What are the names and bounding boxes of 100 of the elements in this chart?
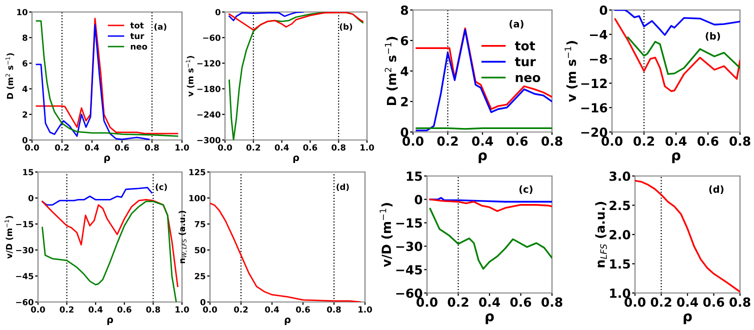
line-series xyxy=(228,12,364,31)
legend-label: neo xyxy=(516,74,540,82)
x-tick-label: 0.0 xyxy=(416,297,438,307)
y-tick-label: −240 xyxy=(197,111,220,118)
x-tick-label: 0.8 xyxy=(730,136,750,146)
x-tick-label: 0.2 xyxy=(634,136,654,146)
y-tick-label: 0 xyxy=(200,298,206,306)
x-tick-label: 0.6 xyxy=(303,144,318,151)
y-tick-label: 1.0 xyxy=(610,288,630,298)
annotation: (b) xyxy=(340,23,352,31)
y-tick-label: −120 xyxy=(197,60,220,66)
annotation: (d) xyxy=(709,185,724,194)
y-tick-label: 75 xyxy=(194,221,206,228)
y-tick-label: −45 xyxy=(16,273,34,280)
line-series xyxy=(228,12,304,22)
x-tick-label: 0.2 xyxy=(234,306,248,313)
x-tick-label: 0.2 xyxy=(448,297,468,307)
line-series xyxy=(416,28,552,132)
x-tick-label: 0.4 xyxy=(274,144,289,151)
y-tick-label: 0 xyxy=(400,127,408,137)
y-tick-label: −300 xyxy=(197,136,220,144)
x-tick-label: 0.4 xyxy=(88,306,103,313)
y-tick-label: 25 xyxy=(194,272,206,280)
x-tick-label: 0.2 xyxy=(55,144,69,151)
annotation: (c) xyxy=(519,185,532,194)
y-tick-label: 0 xyxy=(22,136,28,144)
y-tick-label: 0 xyxy=(414,194,422,204)
legend-label: tur xyxy=(130,33,144,40)
x-tick-label: 1.0 xyxy=(176,306,189,313)
y-tick-label: −16 xyxy=(581,103,608,113)
x-tick-label: 0.2 xyxy=(650,297,672,307)
x-tick-label: 0.0 xyxy=(25,144,39,151)
y-tick-label: 10 xyxy=(17,8,28,16)
y-tick-label: −60 xyxy=(396,288,422,298)
x-tick-label: 0.0 xyxy=(402,136,424,146)
y-axis-title: D (m$^{2}$ s$^{−1}$) xyxy=(6,53,14,99)
x-tick-label: 0.4 xyxy=(666,136,686,146)
y-tick-label: −15 xyxy=(396,218,422,228)
x-tick-label: 0.8 xyxy=(146,306,160,313)
y-tick-label: 2 xyxy=(22,111,28,118)
y-tick-label: 8 xyxy=(400,5,408,15)
y-tick-label: −60 xyxy=(203,34,220,41)
x-tick-label: 0.4 xyxy=(472,136,493,146)
y-tick-label: 2.0 xyxy=(610,230,630,240)
x-tick-label: 0.6 xyxy=(117,306,132,313)
y-axis-title: n$_{W,LFS}$ (a.u.) xyxy=(178,210,187,264)
y-tick-label: 6 xyxy=(400,36,408,46)
x-tick-label: 0.0 xyxy=(218,144,232,151)
x-tick-label: 0.4 xyxy=(677,297,698,307)
x-tick-label: 0.2 xyxy=(437,136,458,146)
y-tick-label: 100 xyxy=(189,194,206,202)
x-tick-label: 0.8 xyxy=(542,136,562,146)
y-axis-title: D (m$^{2}$ s$^{−1}$) xyxy=(384,36,398,106)
y-tick-label: −30 xyxy=(16,246,34,254)
x-axis-title: ρ xyxy=(284,318,291,326)
x-tick-label: 0.6 xyxy=(698,136,718,146)
y-tick-label: −30 xyxy=(396,242,422,252)
y-tick-label: −60 xyxy=(16,298,34,306)
y-tick-label: 4 xyxy=(400,66,408,76)
y-tick-label: −180 xyxy=(197,86,220,92)
x-axis-title: ρ xyxy=(486,313,494,324)
x-tick-label: 0.8 xyxy=(542,297,562,307)
y-tick-label: 2 xyxy=(401,96,408,106)
x-tick-label: 0.6 xyxy=(510,297,532,307)
y-tick-label: 0 xyxy=(215,8,220,16)
x-tick-label: 0.6 xyxy=(115,144,129,151)
y-tick-label: 3.0 xyxy=(610,171,630,181)
x-tick-label: 0.8 xyxy=(327,306,341,313)
line-series xyxy=(210,202,362,302)
y-axis-title: v (m s$^{−1}$) xyxy=(564,41,578,102)
y-tick-label: 6 xyxy=(22,60,28,66)
annotation: (a) xyxy=(154,23,166,31)
line-series xyxy=(36,24,150,140)
line-series xyxy=(614,18,740,92)
line-series xyxy=(42,200,177,302)
y-tick-label: 8 xyxy=(22,34,28,41)
legend-label: tur xyxy=(514,57,536,66)
x-tick-label: 0.2 xyxy=(246,144,260,151)
legend-label: tot xyxy=(130,22,144,29)
annotation: (b) xyxy=(706,32,720,41)
legend-label: neo xyxy=(130,44,148,50)
y-axis-title: v/D (m$^{−1}$) xyxy=(4,216,14,259)
x-tick-label: 0.4 xyxy=(265,306,279,313)
annotation: (c) xyxy=(156,184,167,191)
y-tick-label: 2.5 xyxy=(610,200,630,210)
line-series xyxy=(416,27,552,110)
x-tick-label: 0.6 xyxy=(296,306,310,313)
x-axis-title: ρ xyxy=(104,156,110,164)
x-axis-title: ρ xyxy=(478,152,487,164)
x-axis-title: ρ xyxy=(684,313,692,324)
line-series xyxy=(42,186,152,206)
x-tick-label: 0.0 xyxy=(31,306,45,313)
y-tick-label: 4 xyxy=(22,86,28,92)
x-tick-label: 0.4 xyxy=(479,297,500,307)
y-tick-label: 1.5 xyxy=(610,259,630,269)
y-tick-label: −45 xyxy=(396,265,422,275)
legend-label: tot xyxy=(514,41,536,50)
y-tick-label: −8 xyxy=(590,54,608,64)
x-tick-label: 1.0 xyxy=(360,144,374,151)
x-tick-label: 0.8 xyxy=(145,144,159,151)
